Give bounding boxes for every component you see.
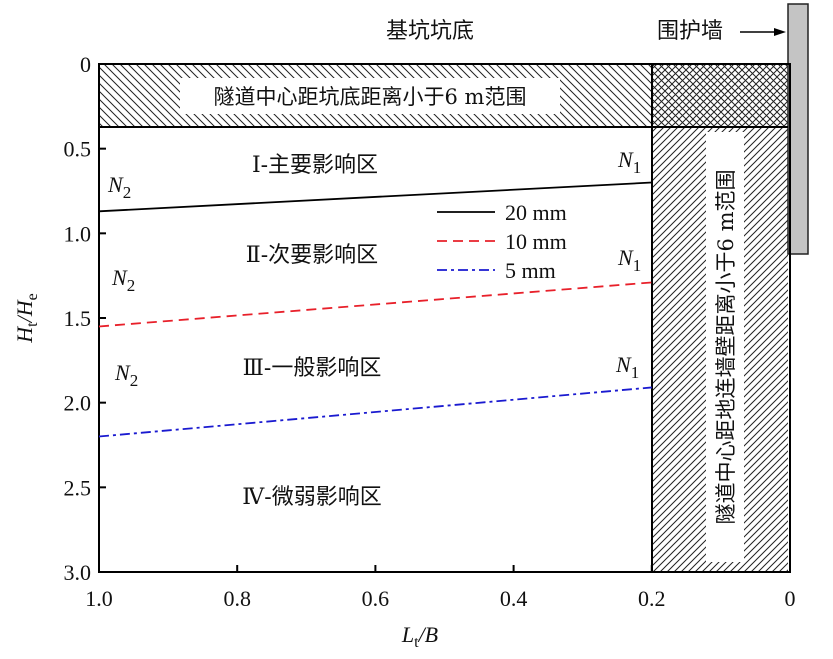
- zone-label-3: Ⅲ-一般影响区: [243, 356, 382, 381]
- x-axis-label: Lt/B: [401, 622, 438, 651]
- legend-label: 10 mm: [505, 229, 567, 254]
- axis-ticks: 00.51.01.52.02.53.01.0 0.8 0.6 0.4 0.2 0: [64, 52, 796, 611]
- top-band-label-bg: [180, 78, 560, 114]
- n1-label-10mm: N1: [617, 245, 641, 275]
- top-band-label: 隧道中心距坑底距离小于6 m范围: [214, 85, 527, 109]
- x-tick-label: 0.4: [500, 586, 528, 611]
- y-tick-label: 2.5: [64, 475, 92, 500]
- legend: 20 mm 10 mm 5 mm: [437, 200, 567, 283]
- y-axis-label: Ht/He: [12, 293, 41, 343]
- y-tick-label: 1.5: [64, 306, 92, 331]
- y-tick-label: 3.0: [64, 560, 92, 585]
- zone-label-1: Ⅰ-主要影响区: [252, 153, 378, 178]
- n2-label-10mm: N2: [111, 265, 135, 295]
- n1-label-20mm: N1: [617, 147, 641, 177]
- series-lines: [98, 181, 652, 438]
- zone-label-4: Ⅳ-微弱影响区: [242, 485, 381, 510]
- n2-label-20mm: N2: [107, 172, 131, 202]
- wall-band-label-bg: [706, 132, 744, 562]
- x-tick-label: 1.0: [85, 586, 113, 611]
- wall-label: 围护墙: [657, 19, 723, 44]
- y-tick-label: 1.0: [64, 221, 92, 246]
- zone-label-2: Ⅱ-次要影响区: [246, 243, 378, 268]
- series-line-5mm: [98, 386, 652, 438]
- x-tick-label: 0.2: [638, 586, 666, 611]
- wall-band-label: 隧道中心距地连墙壁距离小于6 m范围: [714, 170, 738, 525]
- title: 基坑坑底: [386, 19, 474, 44]
- y-tick-label: 0.5: [64, 137, 92, 162]
- wall-arrow: [740, 28, 786, 36]
- y-tick-label: 2.0: [64, 391, 92, 416]
- y-tick-label: 0: [80, 52, 91, 77]
- n2-label-5mm: N2: [114, 360, 138, 390]
- legend-label: 5 mm: [505, 258, 556, 283]
- series-line-20mm: [98, 181, 652, 213]
- x-tick-label: 0.8: [223, 586, 251, 611]
- series-line-10mm: [98, 281, 652, 328]
- x-tick-label: 0.6: [362, 586, 390, 611]
- corner-crosshatch: [652, 64, 788, 127]
- legend-label: 20 mm: [505, 200, 567, 225]
- n1-label-5mm: N1: [615, 352, 639, 382]
- x-tick-label: 0: [785, 586, 796, 611]
